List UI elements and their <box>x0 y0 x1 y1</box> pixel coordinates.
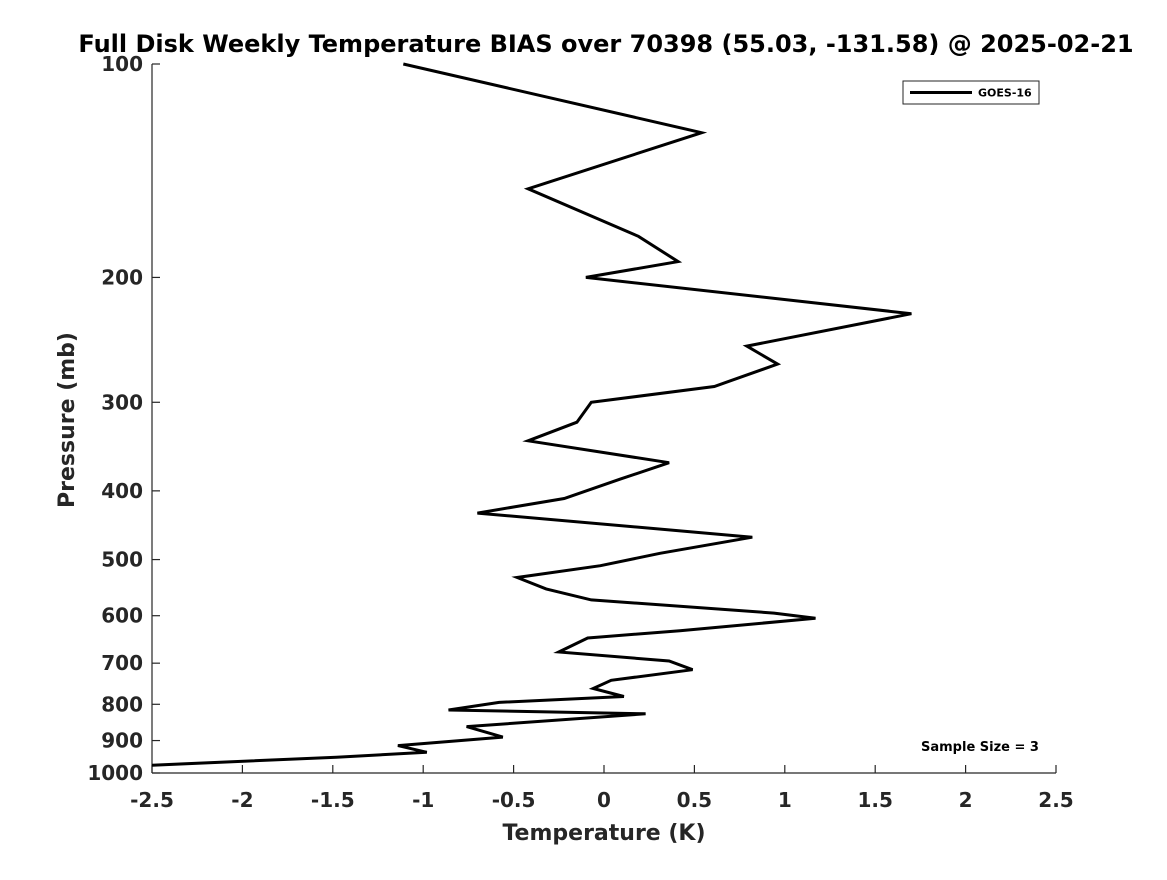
series-layer <box>151 62 912 767</box>
y-tick-label: 100 <box>101 52 143 76</box>
y-tick-label: 900 <box>101 729 143 753</box>
y-tick-label: 400 <box>101 479 143 503</box>
x-tick-label: 0 <box>597 788 611 812</box>
x-tick-label: 0.5 <box>677 788 712 812</box>
y-tick-label: 700 <box>101 651 143 675</box>
x-tick-label: 2.5 <box>1038 788 1073 812</box>
legend: GOES-16 <box>902 80 1040 105</box>
y-tick-label: 200 <box>101 265 143 289</box>
y-tick-label: 1000 <box>87 761 143 785</box>
x-tick-label: -1.5 <box>311 788 355 812</box>
x-tick-label: 1 <box>778 788 792 812</box>
plot-area <box>151 64 1056 774</box>
y-tick-label: 500 <box>101 548 143 572</box>
y-axis-label: Pressure (mb) <box>55 332 80 508</box>
x-tick-label: -2.5 <box>130 788 174 812</box>
series-line-goes-16 <box>151 62 912 767</box>
x-tick-label: 1.5 <box>857 788 892 812</box>
y-tick-label: 300 <box>101 390 143 414</box>
y-ticks: 100 200 300 400 500 600 700 800 900 1000 <box>87 52 160 785</box>
x-tick-label: -0.5 <box>492 788 536 812</box>
x-ticks: -2.5 -2 -1.5 -1 -0.5 0 0.5 1 1.5 2 2.5 <box>130 765 1074 812</box>
x-tick-label: 2 <box>959 788 973 812</box>
sample-size-annotation: Sample Size = 3 <box>921 740 1039 755</box>
chart-title: Full Disk Weekly Temperature BIAS over 7… <box>78 30 1133 58</box>
y-tick-label: 600 <box>101 604 143 628</box>
x-tick-label: -2 <box>231 788 253 812</box>
x-tick-label: -1 <box>412 788 434 812</box>
x-axis-label: Temperature (K) <box>502 821 705 846</box>
y-tick-label: 800 <box>101 692 143 716</box>
legend-entry-goes-16: GOES-16 <box>978 87 1032 100</box>
